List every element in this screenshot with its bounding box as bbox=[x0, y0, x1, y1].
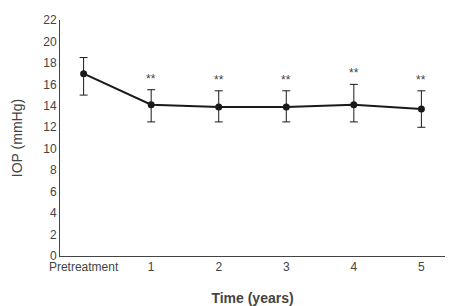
svg-text:4: 4 bbox=[350, 260, 357, 274]
svg-text:10: 10 bbox=[43, 142, 57, 156]
svg-text:12: 12 bbox=[43, 120, 57, 134]
svg-text:**: ** bbox=[416, 73, 426, 87]
svg-text:3: 3 bbox=[283, 260, 290, 274]
svg-text:18: 18 bbox=[43, 56, 57, 70]
svg-text:**: ** bbox=[349, 66, 359, 80]
svg-text:14: 14 bbox=[43, 99, 57, 113]
svg-text:**: ** bbox=[146, 72, 156, 86]
svg-text:20: 20 bbox=[43, 35, 57, 49]
svg-text:0: 0 bbox=[50, 249, 57, 263]
svg-text:5: 5 bbox=[418, 260, 425, 274]
svg-text:**: ** bbox=[214, 73, 224, 87]
svg-text:6: 6 bbox=[50, 185, 57, 199]
svg-text:8: 8 bbox=[50, 163, 57, 177]
svg-text:Pretreatment: Pretreatment bbox=[49, 260, 119, 274]
svg-text:2: 2 bbox=[215, 260, 222, 274]
svg-text:**: ** bbox=[281, 73, 291, 87]
svg-text:16: 16 bbox=[43, 78, 57, 92]
svg-text:1: 1 bbox=[148, 260, 155, 274]
svg-text:IOP (mmHg): IOP (mmHg) bbox=[9, 99, 25, 177]
svg-text:4: 4 bbox=[50, 206, 57, 220]
svg-text:Time (years): Time (years) bbox=[211, 290, 293, 306]
svg-text:2: 2 bbox=[50, 228, 57, 242]
svg-text:22: 22 bbox=[43, 13, 57, 27]
